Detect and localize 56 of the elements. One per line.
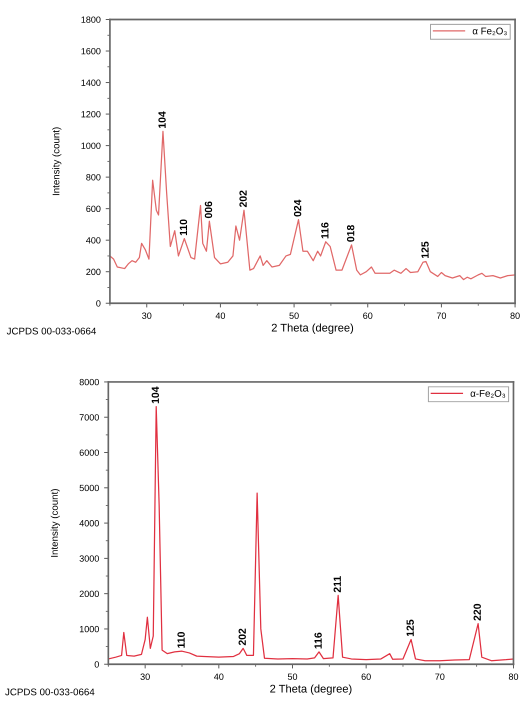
x-axis-title: 2 Theta (degree) (270, 684, 352, 695)
x-tick-label: 80 (510, 312, 520, 319)
annotation: 104 (152, 386, 159, 404)
annotation: 125 (421, 242, 429, 258)
y-tick-label: 1800 (81, 16, 101, 23)
x-tick-label: 70 (435, 674, 444, 680)
x-tick-label: 50 (288, 674, 298, 680)
annotation: 116 (314, 632, 322, 648)
annotation: 125 (406, 620, 414, 636)
x-tick-label: 60 (362, 674, 371, 680)
legend-label: α-Fe₂O₃ (470, 390, 506, 398)
y-tick-label: 400 (86, 237, 101, 244)
y-tick-label: 2000 (80, 590, 99, 598)
y-tick-label: 800 (86, 174, 101, 180)
y-tick-label: 6000 (80, 449, 99, 456)
y-tick-label: 200 (86, 268, 101, 276)
y-axis-title: Intensity (count) (52, 127, 62, 196)
y-tick-label: 1000 (80, 626, 99, 632)
x-tick-label: 40 (214, 674, 224, 680)
legend-label: α Fe₂O₃ (472, 28, 507, 36)
y-tick-label: 3000 (80, 555, 99, 562)
line-series (110, 130, 516, 280)
annotation: 104 (158, 111, 166, 128)
x-tick-label: 30 (140, 674, 150, 680)
annotation: 110 (177, 632, 185, 648)
line-series (108, 406, 514, 662)
annotation: 018 (346, 225, 354, 242)
x-tick-label: 70 (436, 312, 446, 319)
x-tick-label: 30 (142, 312, 152, 319)
y-tick-label: 1200 (81, 111, 101, 118)
y-tick-label: 0 (94, 661, 99, 668)
annotation: 202 (239, 190, 247, 208)
y-tick-label: 1600 (81, 48, 101, 54)
y-tick-label: 8000 (80, 378, 99, 386)
annotation: 202 (238, 628, 246, 646)
annotation: 211 (334, 576, 341, 592)
y-tick-label: 7000 (80, 414, 99, 421)
annotation: 110 (180, 219, 188, 236)
annotation: 024 (294, 200, 302, 217)
y-tick-label: 4000 (79, 520, 99, 526)
y-tick-label: 5000 (80, 484, 99, 492)
x-tick-label: 60 (363, 312, 372, 319)
y-tick-label: 600 (86, 206, 101, 212)
x-axis-title: 2 Theta (degree) (272, 323, 354, 334)
annotation: 116 (321, 222, 329, 238)
y-tick-label: 0 (96, 300, 101, 307)
x-tick-label: 50 (289, 312, 299, 319)
y-tick-label: 1400 (81, 80, 101, 86)
y-axis-title: Intensity (count) (50, 489, 60, 557)
x-tick-label: 40 (216, 312, 226, 319)
annotation: 006 (204, 201, 212, 218)
annotation: 220 (474, 604, 481, 621)
text: JCPDS 00-033-0664 (6, 328, 96, 334)
x-tick-label: 80 (508, 674, 518, 680)
y-tick-label: 1000 (81, 142, 101, 149)
text: JCPDS 00-033-0664 (5, 688, 94, 696)
